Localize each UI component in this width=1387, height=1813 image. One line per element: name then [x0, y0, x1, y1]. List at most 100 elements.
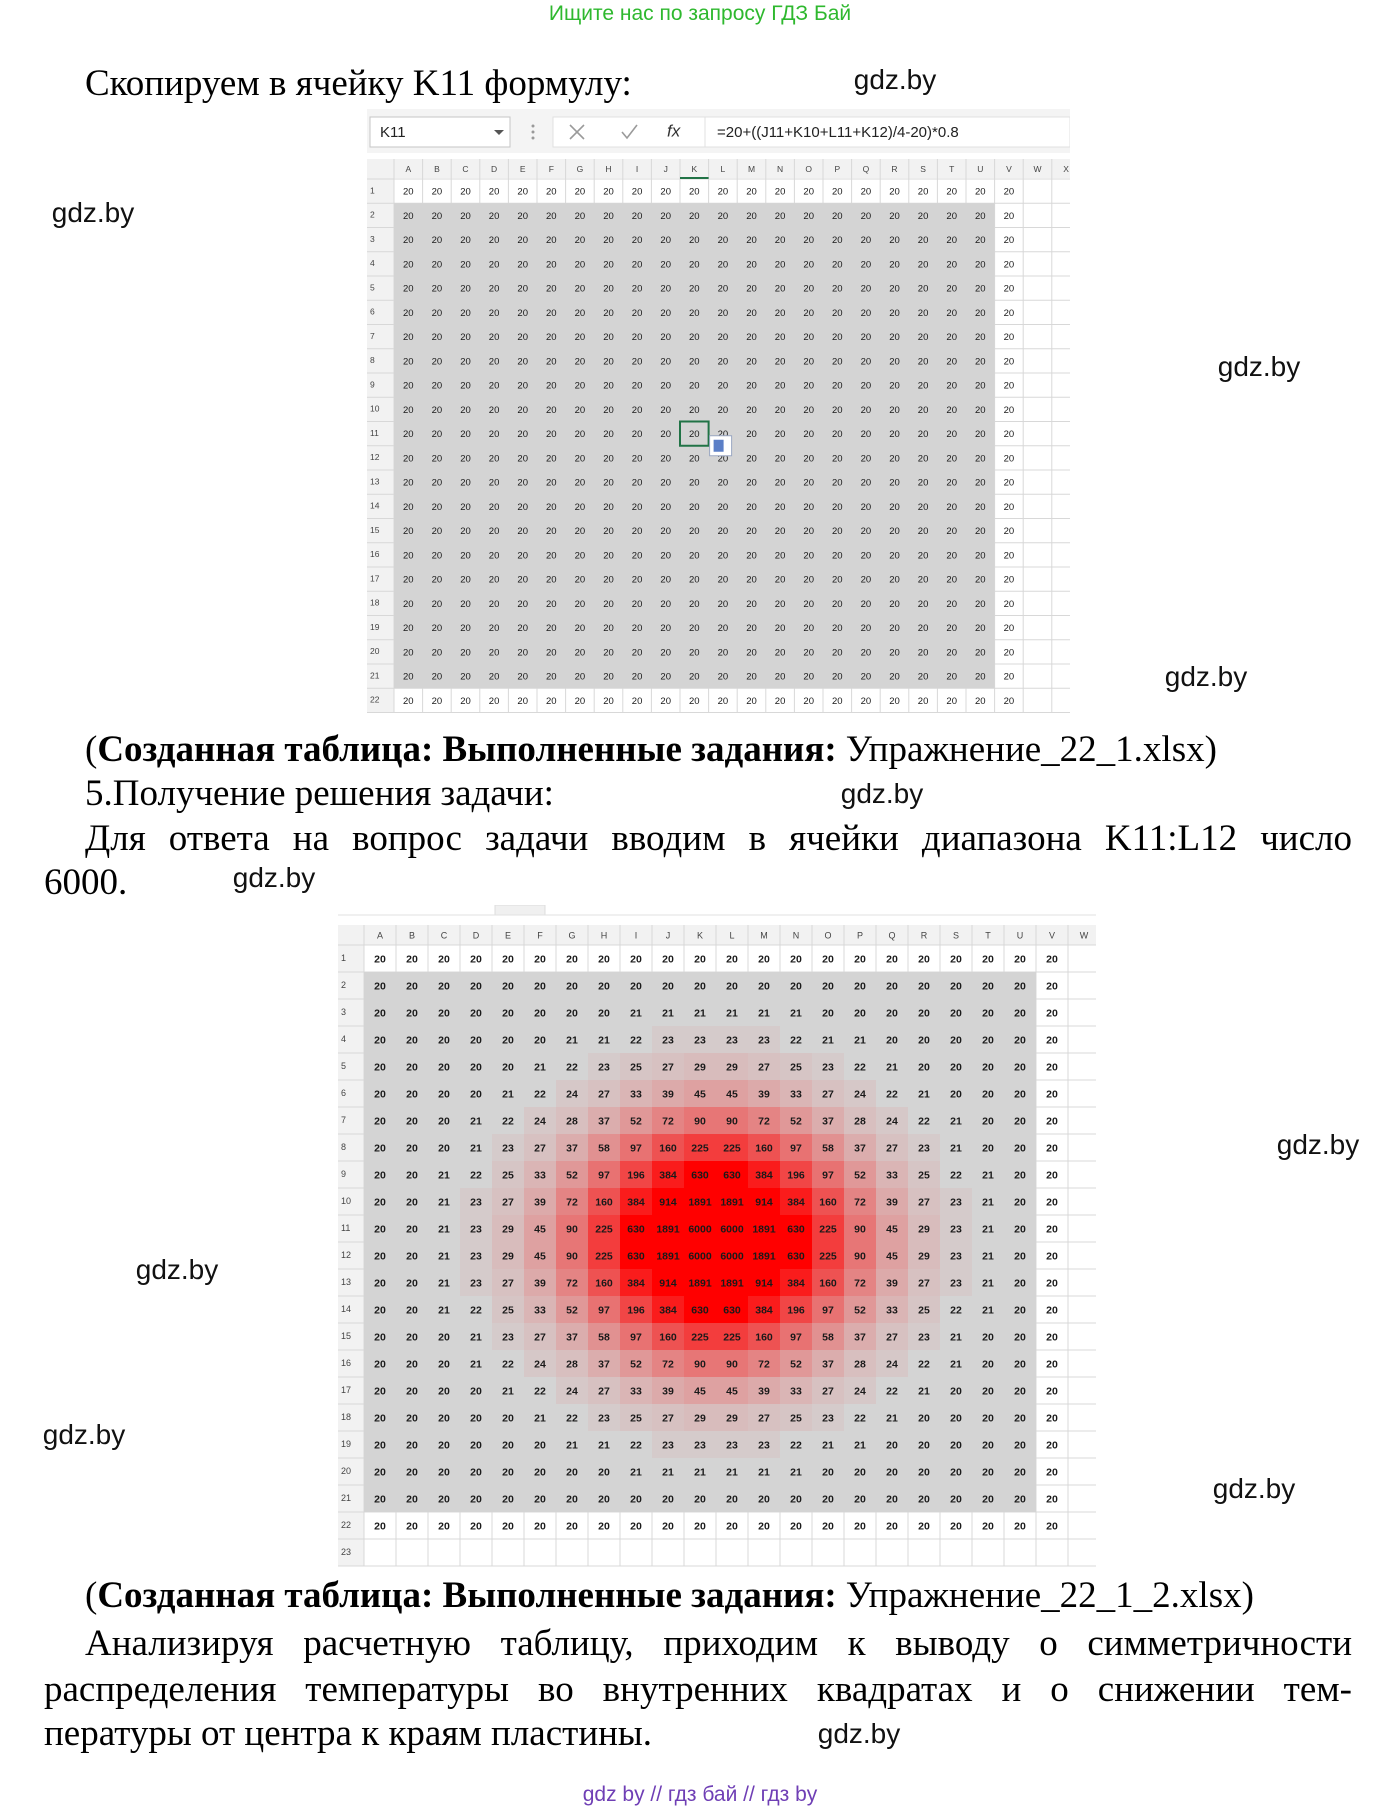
enter-icon[interactable] — [621, 124, 638, 140]
cell-value: 90 — [566, 1223, 578, 1235]
cell-value: 33 — [534, 1169, 546, 1181]
name-box[interactable] — [369, 116, 511, 148]
heat-cell — [844, 1107, 876, 1134]
cell-value: 20 — [438, 1088, 450, 1100]
cell-value: 20 — [403, 429, 414, 440]
cell-value: 20 — [718, 211, 729, 222]
cell-value: 20 — [918, 672, 929, 683]
heat-cell — [620, 1242, 652, 1269]
cell-value: 20 — [946, 259, 957, 270]
cell-value: 20 — [406, 1412, 418, 1424]
formula-box — [704, 116, 1070, 148]
heat-cell — [684, 1026, 716, 1053]
heat-cell — [940, 1242, 972, 1269]
dropdown-arrow — [494, 130, 504, 135]
heat-cell — [620, 1296, 652, 1323]
cell-value: 58 — [598, 1142, 610, 1154]
cell-value: 20 — [718, 623, 729, 634]
cell-value: 45 — [886, 1223, 898, 1235]
footer[interactable]: gdz by // гдз бай // гдз by — [582, 1783, 818, 1806]
cell-value: 20 — [832, 235, 843, 246]
cell-value: 20 — [660, 259, 671, 270]
heat-cell — [588, 1404, 620, 1431]
cell-value: 20 — [603, 332, 614, 343]
cancel-icon[interactable] — [569, 124, 585, 140]
cell-value: 20 — [517, 356, 528, 367]
cell-value: 20 — [803, 599, 814, 610]
cell-value: 97 — [630, 1331, 642, 1343]
cell-value: 20 — [1014, 1169, 1026, 1181]
cell-value: 20 — [775, 647, 786, 658]
cell-value: 21 — [726, 1007, 738, 1019]
cell-value: 20 — [1014, 1304, 1026, 1316]
cell-value: 39 — [662, 1088, 674, 1100]
cell-value: 20 — [406, 1331, 418, 1343]
cell-value: 20 — [603, 356, 614, 367]
heat-cell — [588, 1242, 620, 1269]
cell-value: 20 — [861, 429, 872, 440]
cell-value: 20 — [534, 1439, 546, 1451]
cell-value: 20 — [790, 953, 802, 965]
cell-value: 27 — [918, 1196, 930, 1208]
cell-value: 20 — [803, 575, 814, 586]
cell-value: 20 — [726, 953, 738, 965]
cell-value: 20 — [517, 332, 528, 343]
cell-value: 20 — [1004, 453, 1015, 464]
intro: Скопируем в ячейку K11 формулу: — [85, 63, 632, 104]
row-header-bg — [338, 925, 364, 1566]
cell-value: 21 — [470, 1115, 482, 1127]
heat-cell — [460, 1188, 492, 1215]
cell-value: 20 — [918, 953, 930, 965]
heat-cell — [620, 1269, 652, 1296]
cell-value: 20 — [632, 284, 643, 295]
heat-cell — [556, 1215, 588, 1242]
heat-cell — [684, 1377, 716, 1404]
row-header: 13 — [370, 476, 380, 486]
heat-cell — [652, 1053, 684, 1080]
heat-cell — [492, 1161, 524, 1188]
cell-value: 20 — [861, 478, 872, 489]
column-header: U — [977, 164, 983, 174]
cell-value: 23 — [598, 1061, 610, 1073]
banner[interactable]: Ищите нас по запросу ГДЗ Бай — [548, 2, 852, 25]
cell-value: 20 — [886, 1520, 898, 1532]
cell-value: 630 — [787, 1223, 805, 1235]
heat-cell — [652, 1323, 684, 1350]
cell-value: 20 — [660, 211, 671, 222]
heat-cell — [524, 1215, 556, 1242]
cell-value: 39 — [534, 1277, 546, 1289]
cell-value: 20 — [746, 235, 757, 246]
column-header: F — [537, 930, 543, 940]
cell-value: 20 — [598, 1007, 610, 1019]
column-header: T — [985, 930, 991, 940]
cell-value: 25 — [502, 1304, 514, 1316]
cell-value: 160 — [819, 1277, 837, 1289]
cell-value: 45 — [694, 1088, 706, 1100]
column-header: T — [949, 164, 954, 174]
cell-value: 20 — [517, 672, 528, 683]
cell-value: 22 — [950, 1304, 962, 1316]
cell-value: 90 — [726, 1358, 738, 1370]
heat-cell — [684, 1431, 716, 1458]
cell-value: 20 — [438, 1466, 450, 1478]
watermark: gdz.by — [51, 197, 135, 228]
cell-value: 20 — [861, 308, 872, 319]
cell-value: 20 — [861, 381, 872, 392]
cell-value: 24 — [534, 1115, 546, 1127]
cell-value: 20 — [662, 953, 674, 965]
insert-function[interactable]: fx — [667, 121, 681, 140]
separator-dots — [531, 124, 535, 140]
cell-value: 21 — [726, 1466, 738, 1478]
cell-value: 20 — [438, 1142, 450, 1154]
heat-cell — [652, 1215, 684, 1242]
cell-value: 20 — [374, 1196, 386, 1208]
heat-cell — [716, 1188, 748, 1215]
cell-value: 20 — [502, 1493, 514, 1505]
heat-cell — [748, 1296, 780, 1323]
cell-value: 23 — [502, 1142, 514, 1154]
cell-value: 20 — [832, 211, 843, 222]
cell-value: 20 — [489, 356, 500, 367]
cell-value: 97 — [630, 1142, 642, 1154]
cell-value: 20 — [982, 1034, 994, 1046]
cell-value: 20 — [975, 332, 986, 343]
